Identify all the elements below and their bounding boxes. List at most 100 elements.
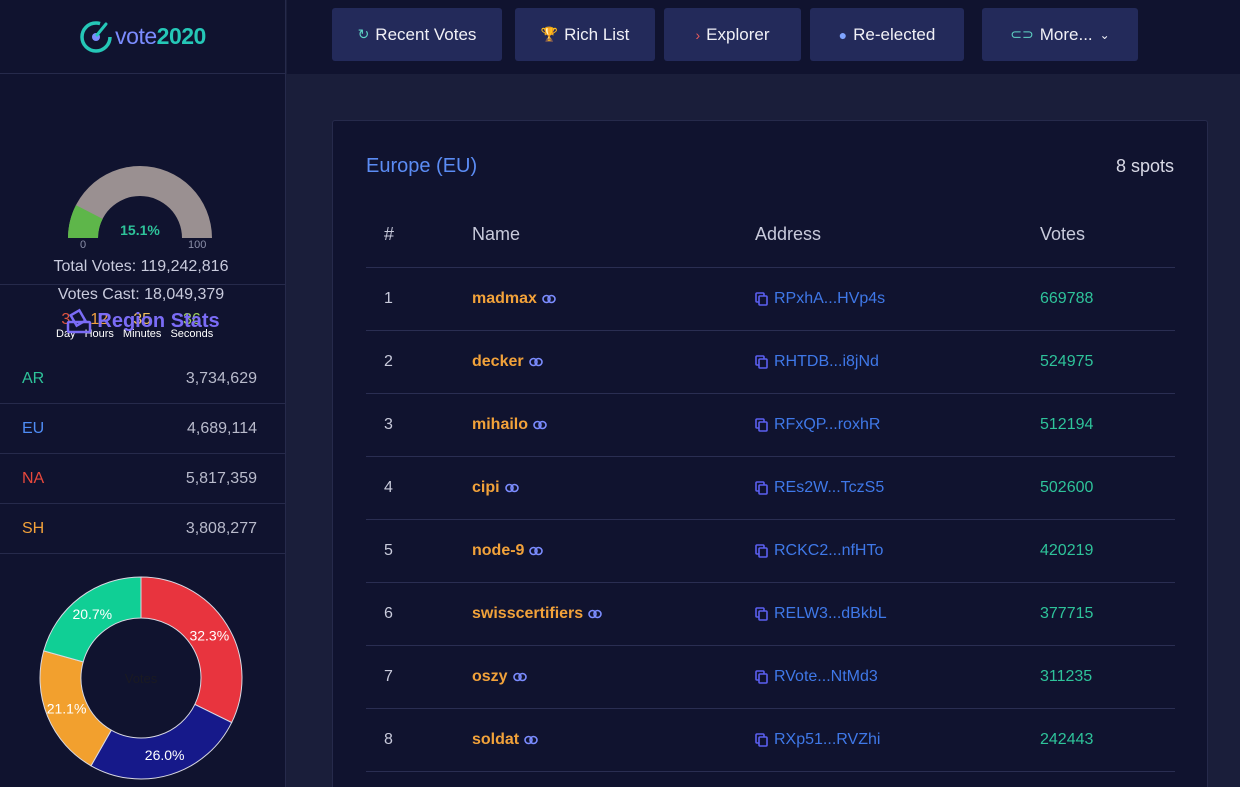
- table-row: 7 oszy RVote...NtMd3 311235: [366, 646, 1175, 709]
- region-row-ar[interactable]: AR 3,734,629: [0, 354, 285, 404]
- donut-center-label: Votes: [125, 671, 158, 686]
- candidate-name-link[interactable]: madmax: [472, 268, 556, 330]
- rank: 8: [384, 731, 393, 748]
- vote-count: 669788: [1040, 290, 1094, 307]
- ballot-box-icon: [67, 308, 92, 334]
- vote-progress-panel: 0 100 15.1% Total Votes: 119,242,816 Vot…: [0, 74, 285, 340]
- link-icon: [588, 609, 602, 619]
- candidate-name: decker: [472, 353, 524, 370]
- card-title: Europe (EU): [366, 155, 478, 177]
- address-text: RHTDB...i8jNd: [774, 353, 879, 370]
- address-link[interactable]: RFxQP...roxhR: [755, 394, 880, 456]
- gauge-min-label: 0: [80, 239, 87, 251]
- address-text: RVote...NtMd3: [774, 668, 878, 685]
- vote-count: 512194: [1040, 416, 1094, 433]
- nav-label: More...: [1039, 24, 1093, 44]
- copy-icon: [755, 481, 768, 495]
- rank: 5: [384, 542, 393, 559]
- region-row-na[interactable]: NA 5,817,359: [0, 454, 285, 504]
- refresh-icon: ↻: [357, 26, 370, 42]
- nav-rich-list-button[interactable]: 🏆 Rich List: [515, 8, 655, 61]
- candidate-name-link[interactable]: node-9: [472, 520, 544, 582]
- region-votes: 4,689,114: [187, 419, 257, 437]
- sidebar: vote2020 0 100 15.1% Total Votes: 119,24…: [0, 0, 286, 787]
- countdown-seconds: 36 Seconds: [170, 311, 213, 340]
- trophy-icon: 🏆: [540, 26, 559, 42]
- candidate-name-link[interactable]: mihailo: [472, 394, 547, 456]
- table-row: 6 swisscertifiers RELW3...dBkbL 377715: [366, 583, 1175, 646]
- gauge-percent: 15.1%: [120, 222, 160, 238]
- chevron-right-icon: ›: [695, 26, 701, 43]
- nav-label: Explorer: [706, 24, 770, 44]
- candidate-name-link[interactable]: swisscertifiers: [472, 583, 602, 645]
- region-row-sh[interactable]: SH 3,808,277: [0, 504, 285, 554]
- candidate-name-link[interactable]: oszy: [472, 646, 527, 708]
- link-icon: [542, 294, 556, 304]
- nav-label: Recent Votes: [375, 24, 477, 44]
- donut-slice[interactable]: [140, 576, 243, 724]
- donut-slice[interactable]: [90, 703, 233, 780]
- candidate-name: cipi: [472, 479, 500, 496]
- nav-recent-votes-button[interactable]: ↻ Recent Votes: [332, 8, 502, 61]
- address-link[interactable]: RXp51...RVZhi: [755, 709, 880, 771]
- address-link[interactable]: RELW3...dBkbL: [755, 583, 887, 645]
- nav-explorer-button[interactable]: › Explorer: [664, 8, 801, 61]
- region-code: AR: [22, 370, 45, 387]
- progress-gauge: [68, 166, 212, 238]
- gauge-max-label: 100: [188, 239, 207, 251]
- candidate-name-link[interactable]: cipi: [472, 457, 519, 519]
- candidate-name-link[interactable]: decker: [472, 331, 543, 393]
- table-row: 4 cipi REs2W...TczS5 502600: [366, 457, 1175, 520]
- vote-logo-icon: [80, 20, 112, 53]
- address-text: REs2W...TczS5: [774, 479, 885, 496]
- address-text: RPxhA...HVp4s: [774, 290, 886, 307]
- address-link[interactable]: RPxhA...HVp4s: [755, 268, 885, 330]
- link-icon: [533, 420, 547, 430]
- countdown-value: 12: [90, 311, 109, 328]
- copy-icon: [755, 670, 768, 684]
- vote-count: 524975: [1040, 353, 1094, 370]
- vote-count: 242443: [1040, 731, 1094, 748]
- candidate-name: swisscertifiers: [472, 605, 584, 622]
- region-row-eu[interactable]: EU 4,689,114: [0, 404, 285, 454]
- link-icon: ⊂⊃: [1010, 26, 1034, 42]
- address-text: RXp51...RVZhi: [774, 731, 881, 748]
- donut-slice[interactable]: [43, 576, 142, 663]
- copy-icon: [755, 292, 768, 306]
- region-code: NA: [22, 469, 45, 487]
- address-link[interactable]: RCKC2...nfHTo: [755, 520, 883, 582]
- table-header: # Name Address Votes: [366, 201, 1175, 268]
- nav-re-elected-button[interactable]: ● Re-elected: [810, 8, 964, 61]
- link-icon: [524, 735, 538, 745]
- copy-icon: [755, 418, 768, 432]
- logo[interactable]: vote2020: [0, 0, 285, 74]
- link-icon: [512, 672, 527, 682]
- vote-count: 377715: [1040, 605, 1094, 622]
- candidate-name: madmax: [472, 290, 537, 307]
- votes-donut-chart: 32.3% 26.0% 21.1% 20.7% Votes: [39, 576, 243, 780]
- donut-slice-label: 21.1%: [47, 701, 87, 717]
- address-link[interactable]: RHTDB...i8jNd: [755, 331, 879, 393]
- rank: 1: [384, 290, 393, 307]
- header-votes: Votes: [1040, 223, 1086, 244]
- chevron-down-icon: ⌄: [1099, 27, 1110, 42]
- countdown-value: 35: [133, 311, 152, 328]
- region-stats-title: Region Stats: [97, 309, 220, 332]
- countdown-value: 36: [182, 311, 201, 328]
- region-votes: 3,808,277: [185, 519, 257, 537]
- total-votes: Total Votes: 119,242,816: [53, 258, 229, 275]
- countdown-minutes: 35 Minutes: [123, 311, 162, 340]
- rank: 3: [384, 416, 393, 433]
- address-link[interactable]: REs2W...TczS5: [755, 457, 884, 519]
- address-link[interactable]: RVote...NtMd3: [755, 646, 878, 708]
- candidate-name-link[interactable]: soldat: [472, 709, 538, 771]
- countdown-unit: Minutes: [122, 328, 162, 340]
- countdown: 3 Day 12 Hours 35 Minutes 36 Seconds: [56, 311, 213, 340]
- countdown-unit: Hours: [84, 328, 114, 340]
- candidate-name: node-9: [472, 542, 525, 559]
- region-card: Europe (EU) 8 spots # Name Address Votes…: [332, 120, 1208, 787]
- nav-more-button[interactable]: ⊂⊃ More... ⌄: [982, 8, 1138, 61]
- copy-icon: [755, 544, 768, 558]
- countdown-value: 3: [61, 311, 71, 328]
- header-name: Name: [472, 223, 521, 244]
